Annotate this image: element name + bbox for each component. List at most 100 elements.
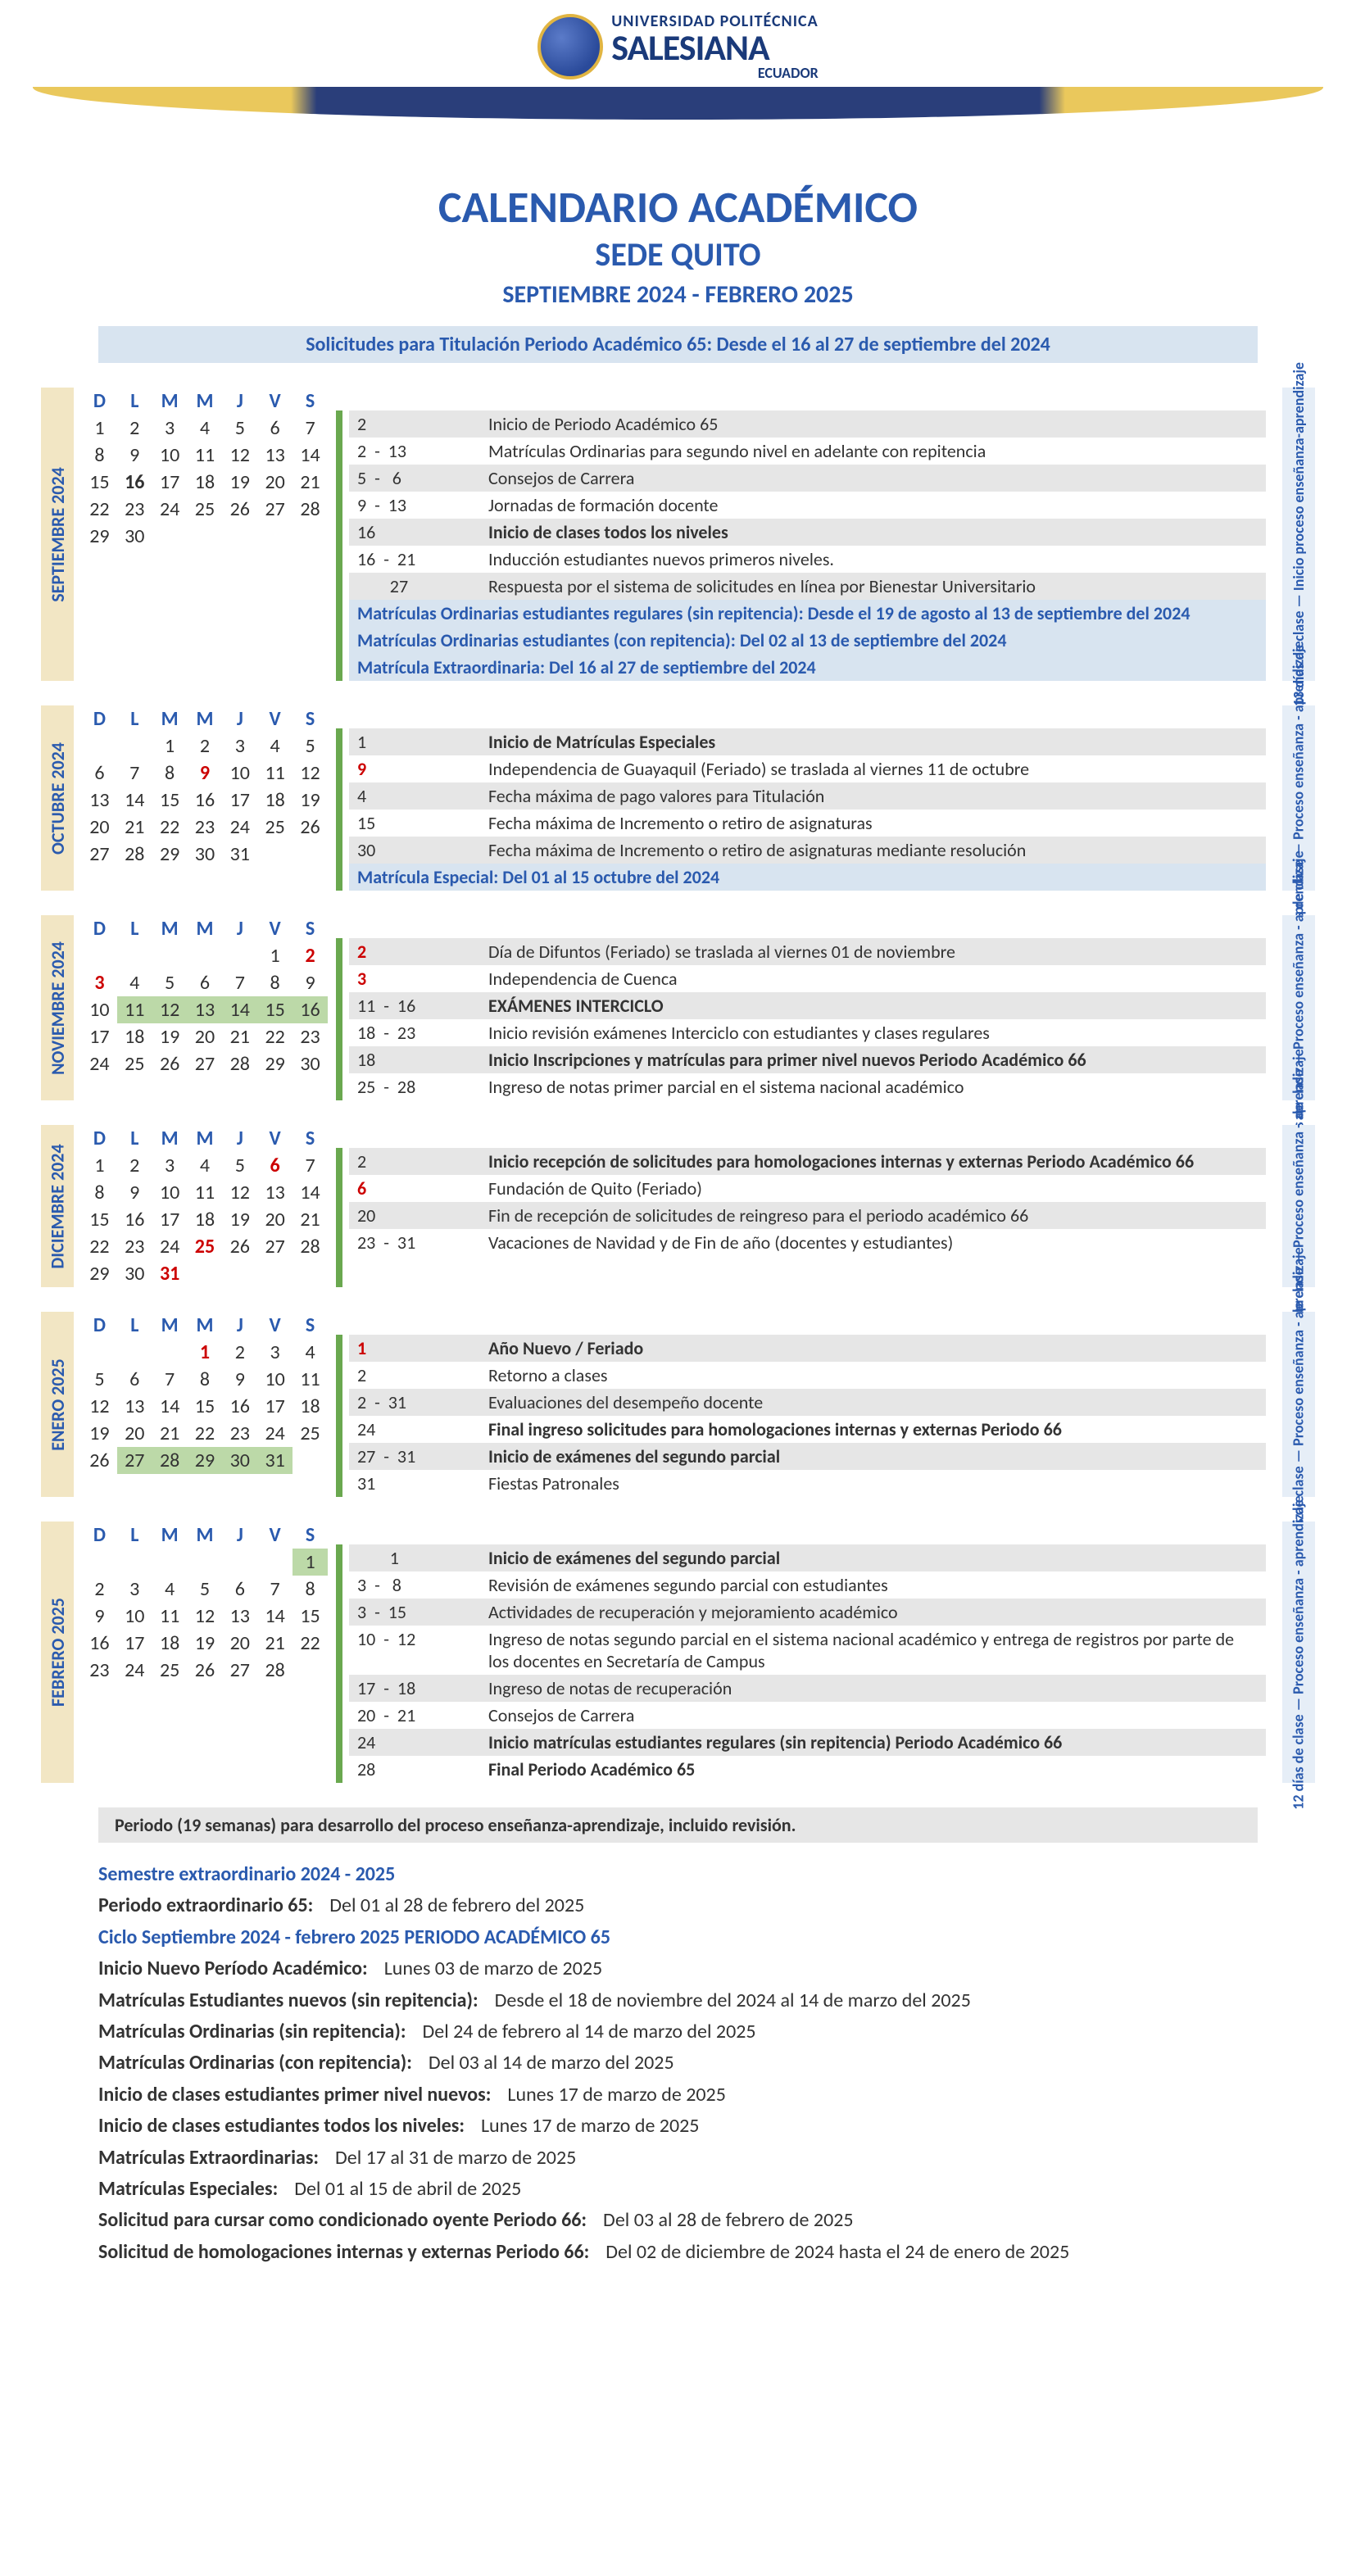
day-header: D: [82, 1522, 117, 1549]
day-header: M: [152, 1125, 188, 1152]
green-bar: [336, 1148, 342, 1287]
day-header: L: [117, 1312, 152, 1339]
day-cell: [152, 1339, 188, 1366]
day-header: S: [293, 388, 328, 415]
day-cell: 6: [257, 1152, 293, 1179]
day-header: S: [293, 915, 328, 942]
header-swoosh: [33, 87, 1323, 120]
day-cell: 2: [222, 1339, 257, 1366]
day-header: L: [117, 1125, 152, 1152]
day-cell: 26: [152, 1050, 188, 1077]
event-date: 3 - 8: [357, 1574, 488, 1596]
month-label: NOVIEMBRE 2024: [41, 915, 74, 1100]
day-cell: 2: [293, 942, 328, 969]
month-block: ENERO 2025DLMMJVS12345678910111213141516…: [41, 1312, 1315, 1497]
events-list: 2Inicio recepción de solicitudes para ho…: [349, 1125, 1266, 1287]
event-date: 17 - 18: [357, 1677, 488, 1699]
event-row: 31Fiestas Patronales: [349, 1470, 1266, 1497]
day-header: J: [222, 1125, 257, 1152]
event-date: 24: [357, 1418, 488, 1440]
month-label-text: DICIEMBRE 2024: [47, 1144, 69, 1268]
event-date: 24: [357, 1731, 488, 1753]
footer-h1: Semestre extraordinario 2024 - 2025: [98, 1859, 1258, 1890]
day-cell: 7: [117, 760, 152, 787]
day-cell: 12: [293, 760, 328, 787]
footer-key: Inicio Nuevo Período Académico:: [98, 1953, 368, 1984]
day-cell: 12: [152, 996, 188, 1023]
day-cell: [188, 942, 223, 969]
day-cell: 8: [152, 760, 188, 787]
event-date: 16 - 21: [357, 548, 488, 570]
day-cell: 5: [293, 732, 328, 760]
day-cell: 28: [293, 1233, 328, 1260]
day-cell: [152, 523, 188, 550]
footer-key: Solicitud de homologaciones internas y e…: [98, 2237, 589, 2268]
event-row: 17 - 18Ingreso de notas de recuperación: [349, 1675, 1266, 1702]
event-label: Fecha máxima de Incremento o retiro de a…: [488, 839, 1258, 861]
day-cell: 17: [82, 1023, 117, 1050]
footer-val: Del 01 al 28 de febrero del 2025: [329, 1890, 584, 1921]
day-header: D: [82, 1312, 117, 1339]
event-row: 10 - 12Ingreso de notas segundo parcial …: [349, 1626, 1266, 1675]
day-cell: 13: [117, 1393, 152, 1420]
day-cell: 18: [152, 1630, 188, 1657]
green-bar: [336, 728, 342, 891]
day-cell: 3: [222, 732, 257, 760]
event-date: 30: [357, 839, 488, 861]
event-label: Ingreso de notas segundo parcial en el s…: [488, 1628, 1258, 1672]
day-cell: 24: [117, 1657, 152, 1684]
day-cell: 24: [222, 814, 257, 841]
event-label: Fundación de Quito (Feriado): [488, 1177, 1258, 1200]
day-header: S: [293, 1312, 328, 1339]
day-cell: 18: [117, 1023, 152, 1050]
day-header: V: [257, 915, 293, 942]
day-cell: 26: [293, 814, 328, 841]
day-cell: 23: [188, 814, 223, 841]
day-cell: 12: [222, 442, 257, 469]
month-label-text: FEBRERO 2025: [47, 1598, 69, 1707]
day-cell: 6: [117, 1366, 152, 1393]
footer-key: Solicitud para cursar como condicionado …: [98, 2205, 587, 2236]
month-label: ENERO 2025: [41, 1312, 74, 1497]
event-row: 1Inicio de exámenes del segundo parcial: [349, 1544, 1266, 1571]
day-cell: 6: [222, 1576, 257, 1603]
day-header: M: [152, 1312, 188, 1339]
day-cell: 6: [82, 760, 117, 787]
day-cell: 29: [257, 1050, 293, 1077]
event-date: 10 - 12: [357, 1628, 488, 1650]
day-cell: 25: [152, 1657, 188, 1684]
day-cell: 9: [82, 1603, 117, 1630]
day-cell: 17: [257, 1393, 293, 1420]
day-cell: [257, 1260, 293, 1287]
green-bar: [336, 1335, 342, 1497]
day-cell: 19: [222, 469, 257, 496]
event-row: 24Final ingreso solicitudes para homolog…: [349, 1416, 1266, 1443]
day-cell: 29: [188, 1447, 223, 1474]
event-row: 3 - 8Revisión de exámenes segundo parcia…: [349, 1571, 1266, 1599]
event-row: 23 - 31Vacaciones de Navidad y de Fin de…: [349, 1229, 1266, 1256]
event-row: 28Final Periodo Académico 65: [349, 1756, 1266, 1783]
day-cell: 10: [82, 996, 117, 1023]
event-row: 1Inicio de Matrículas Especiales: [349, 728, 1266, 755]
day-header: L: [117, 388, 152, 415]
day-cell: 14: [222, 996, 257, 1023]
day-cell: 22: [152, 814, 188, 841]
day-header: M: [152, 705, 188, 732]
day-cell: 13: [257, 1179, 293, 1206]
month-label: FEBRERO 2025: [41, 1522, 74, 1783]
event-row: 3Independencia de Cuenca: [349, 965, 1266, 992]
event-label: Ingreso de notas primer parcial en el si…: [488, 1076, 1258, 1098]
event-label: Jornadas de formación docente: [488, 494, 1258, 516]
day-cell: 10: [152, 442, 188, 469]
title-sede: SEDE QUITO: [0, 234, 1356, 274]
day-cell: 8: [82, 1179, 117, 1206]
event-row: 6Fundación de Quito (Feriado): [349, 1175, 1266, 1202]
day-header: S: [293, 705, 328, 732]
footer-row: Periodo extraordinario 65:Del 01 al 28 d…: [98, 1890, 1258, 1921]
event-row: 3 - 15Actividades de recuperación y mejo…: [349, 1599, 1266, 1626]
side-note: 21 días de clase — Proceso enseñanza - a…: [1282, 1312, 1315, 1497]
day-cell: 31: [257, 1447, 293, 1474]
day-cell: 12: [188, 1603, 223, 1630]
day-cell: 29: [82, 1260, 117, 1287]
green-bar: [336, 1544, 342, 1783]
